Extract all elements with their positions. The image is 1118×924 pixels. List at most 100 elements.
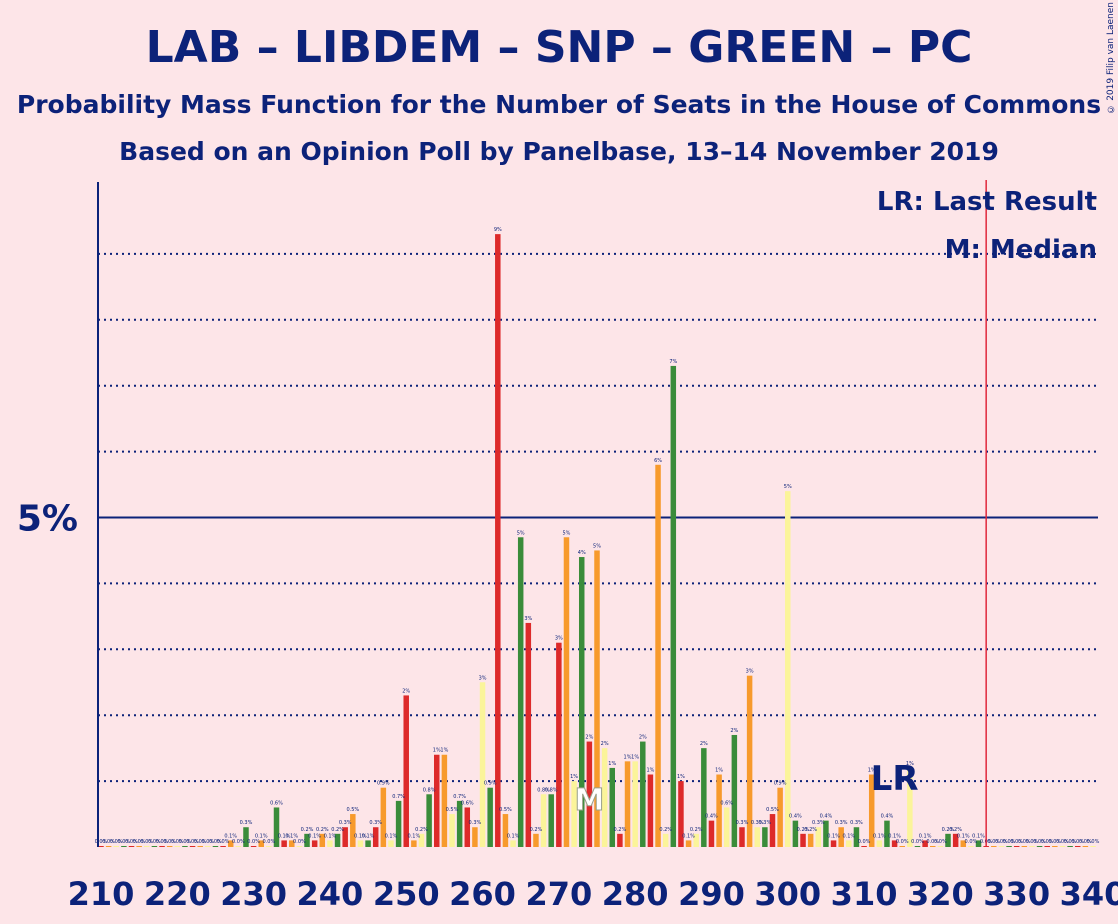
x-tick-220: 220: [144, 875, 211, 913]
bar-label-247: 0.9%: [377, 781, 390, 787]
bar-seat-219: [166, 846, 173, 847]
bar-label-291: 1%: [715, 768, 723, 774]
bar-seat-210: [98, 846, 104, 847]
bar-seat-240: [327, 840, 333, 847]
bar-seat-267: [533, 833, 539, 847]
legend-median: M: Median: [945, 235, 1097, 265]
bar-label-276: 2%: [601, 741, 609, 747]
bar-seat-296: [754, 827, 760, 847]
bar-seat-263: [502, 814, 509, 847]
bar-seat-315: [899, 846, 905, 847]
bar-seat-274: [586, 741, 593, 847]
bar-label-283: 6%: [654, 458, 662, 464]
x-tick-280: 280: [602, 875, 669, 913]
x-tick-300: 300: [754, 875, 821, 913]
bar-label-277: 1%: [608, 761, 616, 767]
bar-label-278: 0.2%: [614, 827, 627, 833]
bar-seat-273: [578, 557, 585, 847]
bar-seat-269: [548, 794, 554, 847]
bar-seat-226: [220, 846, 226, 847]
bar-seat-234: [281, 840, 287, 847]
bar-label-261: 0.9%: [484, 781, 497, 787]
bar-label-304: 0.3%: [812, 820, 825, 826]
bar-label-273: 4%: [578, 550, 586, 556]
bar-seat-302: [800, 833, 806, 847]
bar-label-229: 0.3%: [240, 820, 253, 826]
bar-label-232: 0.0%: [263, 839, 276, 845]
bar-seat-322: [952, 833, 959, 847]
bar-seat-317: [914, 846, 921, 847]
bar-label-314: 0.1%: [888, 833, 901, 839]
bar-label-318: 0.1%: [919, 833, 932, 839]
bar-seat-264: [510, 840, 516, 847]
bar-label-221: 0.0%: [179, 839, 192, 845]
bar-label-303: 0.2%: [804, 827, 817, 833]
bar-label-294: 0.3%: [736, 820, 749, 826]
bar-label-321: 0.2%: [942, 827, 955, 833]
bar-seat-242: [342, 827, 348, 847]
bar-seat-266: [525, 622, 532, 847]
bar-seat-232: [266, 846, 272, 847]
bar-seat-327: [991, 846, 997, 847]
bar-label-279: 1%: [624, 754, 632, 760]
bar-seat-270: [556, 642, 562, 847]
bar-seat-215: [136, 846, 142, 847]
bar-seat-243: [350, 814, 356, 847]
bar-label-214: 0.0%: [125, 839, 138, 845]
bar-seat-304: [815, 827, 822, 847]
bar-seat-260: [479, 682, 486, 847]
bar-label-322: 0.2%: [949, 827, 962, 833]
bar-label-323: 0.1%: [957, 833, 970, 839]
bar-seat-309: [853, 827, 860, 847]
bar-label-301: 0.4%: [789, 814, 802, 820]
bar-label-331: 0.0%: [1018, 839, 1031, 845]
x-tick-270: 270: [525, 875, 592, 913]
bar-seat-245: [365, 840, 371, 847]
bar-seat-212: [113, 846, 120, 847]
bar-label-262: 9%: [494, 227, 502, 233]
bar-label-339: 0.0%: [1079, 839, 1092, 845]
bar-label-324: 0.0%: [965, 839, 978, 845]
bar-series: [98, 234, 1096, 847]
bar-seat-286: [678, 781, 684, 847]
bar-seat-251: [411, 840, 417, 847]
bar-label-224: 0.0%: [201, 839, 214, 845]
bar-seat-253: [426, 794, 432, 847]
bar-value-labels: 0.0%0.0%0.0%0.0%0.0%0.0%0.0%0.0%0.0%0.0%…: [95, 227, 1100, 845]
x-tick-320: 320: [907, 875, 974, 913]
bar-label-319: 0.0%: [926, 839, 939, 845]
bar-label-286: 1%: [677, 774, 685, 780]
bar-label-305: 0.4%: [820, 814, 833, 820]
bar-label-289: 2%: [700, 741, 708, 747]
bar-seat-292: [723, 807, 730, 847]
bar-seat-288: [693, 833, 699, 847]
bar-label-222: 0.0%: [186, 839, 199, 845]
poll-source: Based on an Opinion Poll by Panelbase, 1…: [119, 137, 999, 166]
bar-seat-301: [792, 820, 799, 847]
bar-seat-214: [128, 846, 135, 847]
bar-label-332: 0.0%: [1026, 839, 1039, 845]
bar-seat-337: [1067, 846, 1073, 847]
bar-seat-293: [731, 734, 738, 847]
bar-label-219: 0.0%: [163, 839, 176, 845]
bar-seat-225: [212, 846, 219, 847]
bar-seat-340: [1090, 846, 1096, 847]
bar-label-246: 0.3%: [369, 820, 382, 826]
bar-label-265: 5%: [517, 530, 525, 536]
bar-label-340: 0.0%: [1087, 839, 1100, 845]
bar-label-281: 2%: [639, 735, 647, 741]
bar-label-295: 3%: [746, 669, 754, 675]
bar-seat-238: [311, 840, 318, 847]
bar-label-255: 1%: [440, 748, 448, 754]
bar-label-334: 0.0%: [1041, 839, 1054, 845]
bar-seat-289: [701, 748, 707, 847]
bar-seat-248: [388, 840, 394, 847]
bar-seat-276: [601, 748, 608, 847]
bar-label-227: 0.1%: [224, 833, 237, 839]
bar-seat-259: [472, 827, 478, 847]
x-tick-330: 330: [983, 875, 1050, 913]
bar-seat-318: [922, 840, 928, 847]
bar-seat-307: [838, 827, 844, 847]
bar-seat-338: [1074, 846, 1081, 847]
bar-label-257: 0.7%: [453, 794, 466, 800]
